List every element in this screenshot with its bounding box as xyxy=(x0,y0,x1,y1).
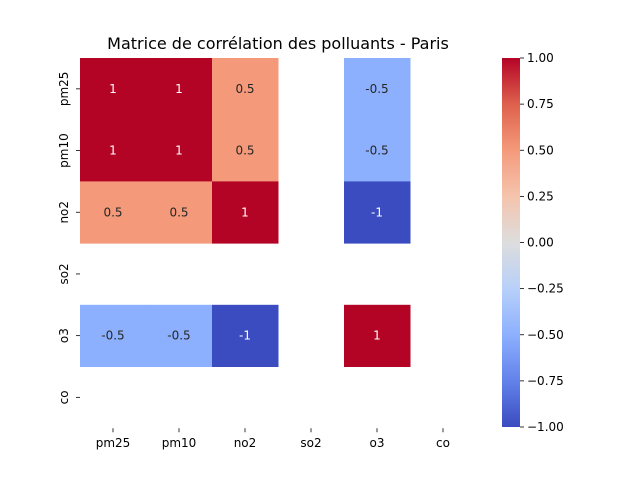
cell-annotation: 1 xyxy=(109,144,117,158)
heatmap-cell xyxy=(80,304,147,367)
x-tick-label: so2 xyxy=(300,436,321,450)
x-tick-label: no2 xyxy=(234,436,257,450)
heatmap-cell xyxy=(146,58,213,121)
x-tick-label: o3 xyxy=(370,436,385,450)
y-tick-label: pm25 xyxy=(57,72,71,107)
heatmap-cell xyxy=(344,58,411,121)
heatmap-cell xyxy=(80,119,147,182)
heatmap-cell xyxy=(80,181,147,244)
cell-annotation: -0.5 xyxy=(365,82,388,96)
heatmap-cell xyxy=(212,181,279,244)
colorbar-tick-label: −0.50 xyxy=(527,328,564,342)
colorbar-tick-label: 1.00 xyxy=(527,51,554,65)
cell-annotation: 0.5 xyxy=(169,205,188,219)
y-tick-label: o3 xyxy=(57,328,71,343)
heatmap-cell xyxy=(212,58,279,121)
cell-annotation: 1 xyxy=(175,82,183,96)
cell-annotation: 0.5 xyxy=(235,82,254,96)
colorbar-tick-label: −1.00 xyxy=(527,420,564,434)
heatmap-cell xyxy=(344,304,411,367)
colorbar-tick-label: −0.25 xyxy=(527,282,564,296)
cell-annotation: 1 xyxy=(175,144,183,158)
colorbar-tick-label: 0.25 xyxy=(527,189,554,203)
cell-annotation: -0.5 xyxy=(101,329,124,343)
cell-annotation: 1 xyxy=(373,329,381,343)
heatmap-cell xyxy=(212,304,279,367)
cell-annotation: 1 xyxy=(241,205,249,219)
colorbar-tick-label: 0.50 xyxy=(527,143,554,157)
colorbar: −1.00 −0.75 −0.50 −0.25 0.00 0.25 0.50 0.75 1.00 xyxy=(502,51,564,434)
heatmap-cell xyxy=(146,119,213,182)
heatmap-cell xyxy=(344,181,411,244)
y-axis: pm25 pm10 no2 so2 o3 co xyxy=(57,72,80,404)
colorbar-tick-label: 0.75 xyxy=(527,97,554,111)
colorbar-tick-label: −0.75 xyxy=(527,374,564,388)
x-tick-label: pm25 xyxy=(96,436,131,450)
chart-title: Matrice de corrélation des polluants - P… xyxy=(107,34,449,53)
cell-annotation: 0.5 xyxy=(103,205,122,219)
y-tick-label: no2 xyxy=(57,201,71,224)
colorbar-gradient xyxy=(502,58,520,427)
heatmap-cells: 1 1 0.5 -0.5 1 1 0.5 -0.5 0.5 0.5 1 -1 -0.5 -0.5 -1 1 xyxy=(80,58,411,367)
cell-annotation: 0.5 xyxy=(235,144,254,158)
heatmap-cell xyxy=(146,304,213,367)
y-tick-label: so2 xyxy=(57,263,71,284)
heatmap-cell xyxy=(344,119,411,182)
y-tick-label: pm10 xyxy=(57,133,71,168)
cell-annotation: -0.5 xyxy=(167,329,190,343)
heatmap-cell xyxy=(212,119,279,182)
cell-annotation: -1 xyxy=(371,205,383,219)
x-axis: pm25 pm10 no2 so2 o3 co xyxy=(96,428,450,450)
cell-annotation: -0.5 xyxy=(365,144,388,158)
heatmap-cell xyxy=(146,181,213,244)
x-tick-label: pm10 xyxy=(162,436,197,450)
cell-annotation: -1 xyxy=(239,329,251,343)
heatmap-cell xyxy=(80,58,147,121)
cell-annotation: 1 xyxy=(109,82,117,96)
x-tick-label: co xyxy=(436,436,450,450)
y-tick-label: co xyxy=(57,390,71,404)
colorbar-tick-label: 0.00 xyxy=(527,236,554,250)
